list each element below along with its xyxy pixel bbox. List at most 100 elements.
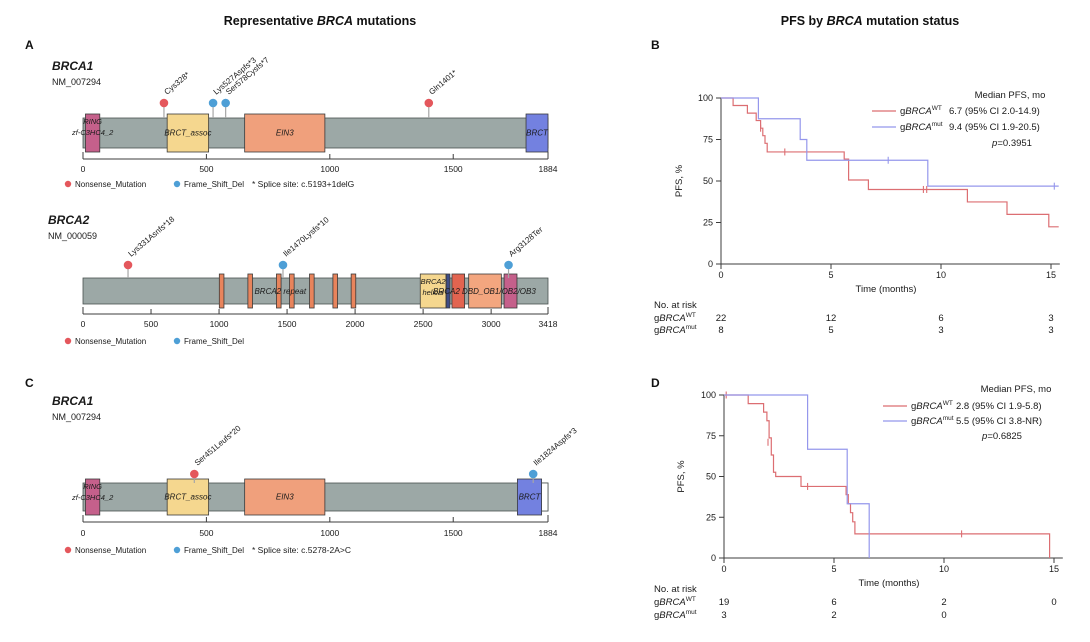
- at-risk-count: 12: [826, 313, 837, 324]
- axis-tick-label: 3000: [482, 319, 501, 329]
- y-tick-label: 75: [706, 431, 716, 441]
- domain-label: BRCT: [519, 493, 542, 502]
- domain-box: [166, 113, 210, 153]
- axis-tick-label: 500: [144, 319, 158, 329]
- at-risk-count: 2: [941, 597, 946, 608]
- axis-tick-label: 3418: [539, 319, 558, 329]
- right-figure-title: PFS by BRCA mutation status: [650, 14, 1090, 28]
- gene-name: BRCA1: [52, 394, 94, 408]
- domain-box: [85, 478, 101, 516]
- at-risk-row-label-WT: gBRCAWT: [654, 596, 696, 608]
- axis-tick-label: 1500: [444, 164, 463, 174]
- legend-label: Nonsense_Mutation: [75, 337, 146, 346]
- at-risk-count: 3: [1048, 313, 1053, 324]
- at-risk-count: 6: [938, 313, 943, 324]
- y-tick-label: 100: [701, 390, 716, 400]
- axis-tick-label: 1000: [320, 164, 339, 174]
- y-tick-label: 0: [708, 259, 713, 269]
- legend-dot-frameshift: [173, 546, 181, 554]
- legend-label: Frame_Shift_Del: [184, 546, 244, 555]
- mutation-label: Gln1401*: [427, 68, 458, 96]
- domain-box: [445, 273, 451, 309]
- left-title-prefix: Representative: [223, 14, 317, 28]
- transcript-id: NM_007294: [52, 412, 101, 422]
- legend-dot-nonsense: [64, 546, 72, 554]
- gene-name: BRCA2: [48, 213, 90, 227]
- domain-box: [309, 273, 315, 309]
- axis-tick-label: 1884: [539, 164, 558, 174]
- mutation-dot-frameshift: [221, 98, 230, 108]
- x-axis-title: Time (months): [859, 578, 920, 589]
- mutation-label: Ile1470Lysfs*10: [281, 215, 331, 259]
- transcript-id: NM_007294: [52, 77, 101, 87]
- at-risk-header: No. at risk: [654, 300, 697, 311]
- at-risk-count: 2: [831, 610, 836, 621]
- axis-tick-label: 1884: [539, 528, 558, 538]
- axis-tick-label: 2000: [346, 319, 365, 329]
- gene-name: BRCA1: [52, 59, 94, 73]
- domain-label: zf-C3HC4_2: [71, 493, 114, 502]
- y-axis-title: PFS, %: [674, 164, 685, 197]
- km-plot-panel-b: 0 25 50 75 100 0 5 10 15 Time (months) PFS, % Media…: [654, 90, 1060, 336]
- domain-label: BRCT_assoc: [164, 493, 211, 502]
- legend-median-WT: 2.8 (95% CI 1.9-5.8): [956, 401, 1042, 412]
- legend-series-label-mut: gBRCAmut: [900, 121, 943, 133]
- panel-label-b: B: [651, 38, 660, 52]
- at-risk-count: 8: [718, 325, 723, 336]
- domain-box: [244, 478, 326, 516]
- brca1-lollipop-panel-c: BRCA1 NM_007294 RING zf-C3HC4_2 BRCT_assoc EI…: [52, 394, 579, 555]
- km-plot-panel-d: 0 25 50 75 100 0 5 10 15 Time (months) PFS, % Media…: [654, 384, 1063, 621]
- mutation-label: Arg3128Ter: [507, 225, 545, 259]
- km-curve-mut: [721, 97, 1059, 187]
- legend-label: Frame_Shift_Del: [184, 180, 244, 189]
- axis-tick-label: 0: [81, 164, 86, 174]
- axis-tick-label: 500: [199, 164, 213, 174]
- domain-box: [516, 478, 542, 516]
- x-tick-label: 0: [721, 564, 726, 574]
- at-risk-count: 0: [941, 610, 946, 621]
- splice-note: * Splice site: c.5193+1delG: [252, 179, 354, 189]
- mutation-dot-nonsense: [123, 260, 133, 270]
- domain-box: [276, 273, 282, 309]
- legend-header: Median PFS, mo: [981, 384, 1052, 395]
- right-title-prefix: PFS by: [780, 14, 827, 28]
- km-curve-WT: [721, 97, 1059, 228]
- panel-label-c: C: [25, 376, 34, 390]
- splice-note: * Splice site: c.5278-2A>C: [252, 545, 351, 555]
- left-figure-title: Representative BRCA mutations: [0, 14, 640, 28]
- p-value: p=0.6825: [981, 431, 1022, 442]
- legend-dot-frameshift: [173, 337, 181, 345]
- at-risk-count: 19: [719, 597, 730, 608]
- axis-tick-label: 500: [199, 528, 213, 538]
- mutation-dot-frameshift: [208, 98, 218, 108]
- legend-series-label-WT: gBRCAWT: [911, 400, 953, 412]
- legend-series-label-WT: gBRCAWT: [900, 105, 942, 117]
- at-risk-header: No. at risk: [654, 584, 697, 595]
- domain-box: [350, 273, 357, 309]
- legend-median-WT: 6.7 (95% CI 2.0-14.9): [949, 106, 1040, 117]
- axis-tick-label: 0: [81, 319, 86, 329]
- legend-dot-frameshift: [173, 180, 181, 188]
- domain-box: [468, 273, 502, 309]
- axis-tick-label: 0: [81, 528, 86, 538]
- mutation-dot-frameshift: [278, 260, 288, 270]
- mutation-dot-nonsense: [190, 469, 199, 479]
- x-tick-label: 15: [1046, 270, 1056, 280]
- x-tick-label: 10: [939, 564, 949, 574]
- domain-box: [419, 273, 447, 309]
- at-risk-row-label-WT: gBRCAWT: [654, 312, 696, 324]
- axis-tick-label: 2500: [414, 319, 433, 329]
- left-title-gene: BRCA: [316, 14, 353, 28]
- domain-label: EIN3: [276, 493, 294, 502]
- at-risk-count: 0: [1051, 597, 1056, 608]
- x-tick-label: 15: [1049, 564, 1059, 574]
- legend-dot-nonsense: [64, 180, 72, 188]
- y-tick-label: 25: [706, 512, 716, 522]
- domain-label: RING: [83, 482, 102, 491]
- legend-median-mut: 5.5 (95% CI 3.8-NR): [956, 416, 1042, 427]
- mutation-label: Ile1824Aspfs*3: [532, 426, 579, 468]
- at-risk-count: 3: [1048, 325, 1053, 336]
- domain-box: [525, 113, 549, 153]
- transcript-id: NM_000059: [48, 231, 97, 241]
